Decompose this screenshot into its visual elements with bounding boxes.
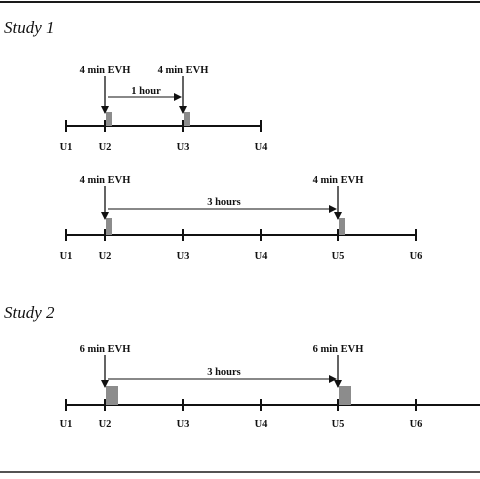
evh-test-block	[339, 218, 345, 235]
tick-label-u4: U4	[255, 251, 269, 262]
tick-label-u5: U5	[332, 251, 345, 262]
evh-test-block	[339, 386, 351, 405]
protocol-study1-3hours: 4 min EVH 4 min EVH 3 hours U1 U2 U3 U4 …	[60, 175, 423, 262]
evh-test-block	[106, 218, 112, 235]
evh-test-block	[106, 112, 112, 126]
test-label: 4 min EVH	[80, 65, 131, 76]
tick-label-u3: U3	[177, 419, 190, 430]
test-label: 4 min EVH	[313, 175, 364, 186]
tick-label-u1: U1	[60, 251, 73, 262]
protocol-study2-3hours: 6 min EVH 6 min EVH 3 hours U1 U2 U3 U4 …	[60, 344, 480, 430]
test-label: 4 min EVH	[80, 175, 131, 186]
tick-label-u1: U1	[60, 419, 73, 430]
protocol-study1-1hour: 4 min EVH 4 min EVH 1 hour U1 U2 U3 U4	[60, 65, 269, 153]
tick-label-u6: U6	[410, 419, 423, 430]
study-2-title: Study 2	[4, 303, 55, 322]
tick-label-u2: U2	[99, 251, 112, 262]
evh-test-block	[184, 112, 190, 126]
study-1-title: Study 1	[4, 18, 55, 37]
evh-test-block	[106, 386, 118, 405]
tick-label-u6: U6	[410, 251, 423, 262]
tick-label-u4: U4	[255, 419, 269, 430]
tick-label-u2: U2	[99, 142, 112, 153]
interval-label: 3 hours	[207, 197, 241, 208]
interval-label: 3 hours	[207, 367, 241, 378]
tick-label-u2: U2	[99, 419, 112, 430]
tick-label-u1: U1	[60, 142, 73, 153]
tick-label-u5: U5	[332, 419, 345, 430]
test-label: 4 min EVH	[158, 65, 209, 76]
test-label: 6 min EVH	[313, 344, 364, 355]
tick-label-u3: U3	[177, 251, 190, 262]
tick-label-u4: U4	[255, 142, 269, 153]
tick-label-u3: U3	[177, 142, 190, 153]
interval-label: 1 hour	[131, 86, 161, 97]
test-label: 6 min EVH	[80, 344, 131, 355]
